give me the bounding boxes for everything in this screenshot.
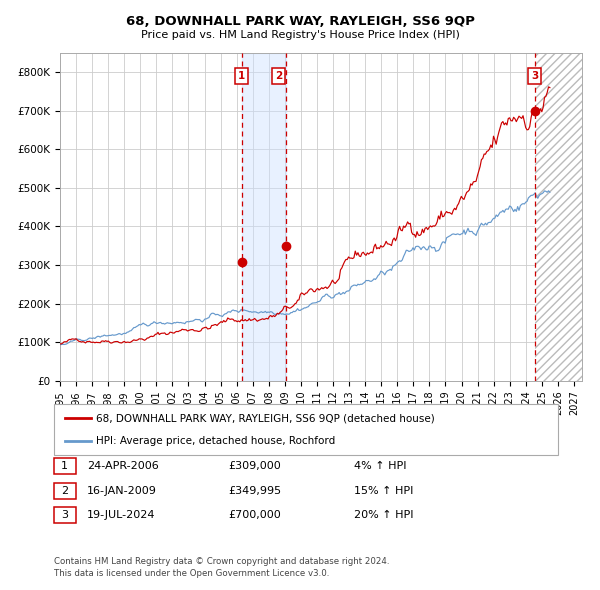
Text: Price paid vs. HM Land Registry's House Price Index (HPI): Price paid vs. HM Land Registry's House … [140, 30, 460, 40]
Bar [535, 53, 582, 381]
Text: Contains HM Land Registry data © Crown copyright and database right 2024.: Contains HM Land Registry data © Crown c… [54, 558, 389, 566]
Bar [242, 53, 286, 381]
Text: 19-JUL-2024: 19-JUL-2024 [87, 510, 155, 520]
Text: 68, DOWNHALL PARK WAY, RAYLEIGH, SS6 9QP (detached house): 68, DOWNHALL PARK WAY, RAYLEIGH, SS6 9QP… [96, 413, 435, 423]
Text: 2: 2 [275, 71, 282, 81]
Text: 15% ↑ HPI: 15% ↑ HPI [354, 486, 413, 496]
Text: 68, DOWNHALL PARK WAY, RAYLEIGH, SS6 9QP: 68, DOWNHALL PARK WAY, RAYLEIGH, SS6 9QP [125, 15, 475, 28]
Text: £349,995: £349,995 [228, 486, 281, 496]
Text: 3: 3 [531, 71, 538, 81]
Text: £309,000: £309,000 [228, 461, 281, 471]
Text: 2: 2 [61, 486, 68, 496]
Text: 1: 1 [238, 71, 245, 81]
Text: HPI: Average price, detached house, Rochford: HPI: Average price, detached house, Roch… [96, 436, 335, 446]
Text: 20% ↑ HPI: 20% ↑ HPI [354, 510, 413, 520]
Text: 4% ↑ HPI: 4% ↑ HPI [354, 461, 407, 471]
Text: 1: 1 [61, 461, 68, 471]
Text: 16-JAN-2009: 16-JAN-2009 [87, 486, 157, 496]
Text: This data is licensed under the Open Government Licence v3.0.: This data is licensed under the Open Gov… [54, 569, 329, 578]
Text: £700,000: £700,000 [228, 510, 281, 520]
Text: 24-APR-2006: 24-APR-2006 [87, 461, 159, 471]
Bar [535, 53, 582, 381]
Text: 3: 3 [61, 510, 68, 520]
